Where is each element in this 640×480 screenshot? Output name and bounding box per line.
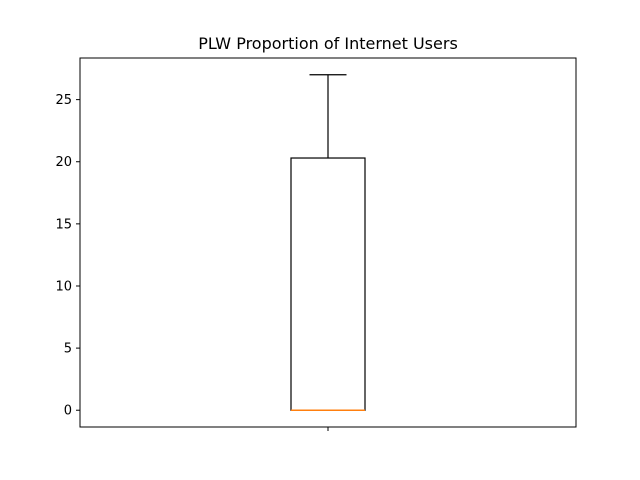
y-tick-label: 10	[55, 279, 72, 294]
chart-title: PLW Proportion of Internet Users	[198, 34, 458, 53]
y-tick-label: 5	[64, 342, 72, 357]
plot-area: 0 5 10 15 20 25	[55, 57, 577, 431]
y-tick-label: 20	[55, 155, 72, 170]
y-tick-label: 0	[64, 404, 72, 419]
y-tick-label: 25	[55, 93, 72, 108]
y-tick-label: 15	[55, 217, 72, 232]
axes-frame	[79, 57, 577, 428]
